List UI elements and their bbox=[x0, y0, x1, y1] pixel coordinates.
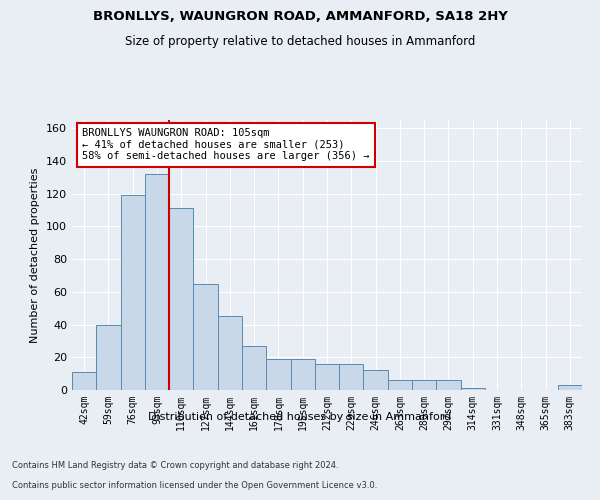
Bar bbox=[388, 380, 412, 390]
Bar bbox=[339, 364, 364, 390]
Text: Contains HM Land Registry data © Crown copyright and database right 2024.: Contains HM Land Registry data © Crown c… bbox=[12, 461, 338, 470]
Bar bbox=[169, 208, 193, 390]
Bar bbox=[218, 316, 242, 390]
Bar bbox=[461, 388, 485, 390]
Bar bbox=[412, 380, 436, 390]
Bar bbox=[266, 359, 290, 390]
Text: Contains public sector information licensed under the Open Government Licence v3: Contains public sector information licen… bbox=[12, 481, 377, 490]
Bar bbox=[96, 324, 121, 390]
Bar bbox=[364, 370, 388, 390]
Bar bbox=[193, 284, 218, 390]
Text: Distribution of detached houses by size in Ammanford: Distribution of detached houses by size … bbox=[148, 412, 452, 422]
Bar bbox=[242, 346, 266, 390]
Bar bbox=[72, 372, 96, 390]
Bar bbox=[145, 174, 169, 390]
Y-axis label: Number of detached properties: Number of detached properties bbox=[31, 168, 40, 342]
Text: BRONLLYS WAUNGRON ROAD: 105sqm
← 41% of detached houses are smaller (253)
58% of: BRONLLYS WAUNGRON ROAD: 105sqm ← 41% of … bbox=[82, 128, 370, 162]
Text: Size of property relative to detached houses in Ammanford: Size of property relative to detached ho… bbox=[125, 35, 475, 48]
Bar bbox=[436, 380, 461, 390]
Bar bbox=[290, 359, 315, 390]
Bar bbox=[121, 196, 145, 390]
Bar bbox=[558, 385, 582, 390]
Bar bbox=[315, 364, 339, 390]
Text: BRONLLYS, WAUNGRON ROAD, AMMANFORD, SA18 2HY: BRONLLYS, WAUNGRON ROAD, AMMANFORD, SA18… bbox=[92, 10, 508, 23]
